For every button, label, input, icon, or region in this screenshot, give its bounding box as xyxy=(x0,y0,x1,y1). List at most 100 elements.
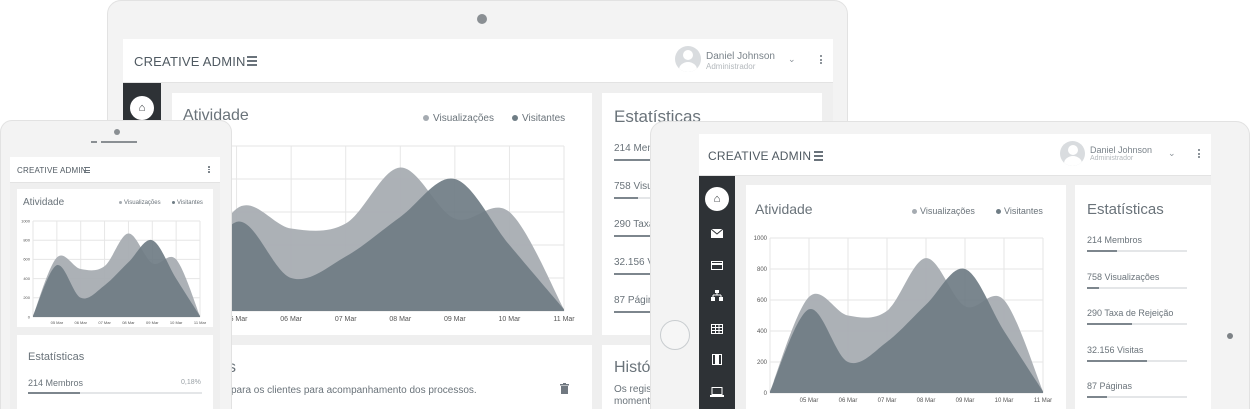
legend-views: Visualizações xyxy=(423,113,494,124)
phone-device: CREATIVE ADMIN Atividade Visualizações V… xyxy=(0,120,232,409)
legend-visitors-label: Visitantes xyxy=(1004,206,1043,216)
x-tick-label: 10 Mar xyxy=(499,316,521,323)
legend-visitors: Visitantes xyxy=(512,113,565,124)
mail-icon[interactable] xyxy=(710,225,724,238)
activity-card: Atividade Visualizações Visitantes 0 200 4… xyxy=(17,189,213,327)
top-bar: CREATIVE ADMIN Daniel Johnson Administra… xyxy=(699,134,1211,176)
legend-views: Visualizações xyxy=(119,200,161,206)
legend-views-dot xyxy=(119,200,122,204)
avatar[interactable] xyxy=(675,46,701,72)
y-tick-label: 400 xyxy=(23,276,30,281)
x-tick-label: 09 Mar xyxy=(146,320,159,325)
avatar[interactable] xyxy=(1060,141,1085,166)
user-role: Administrador xyxy=(1090,155,1134,162)
more-options-icon[interactable] xyxy=(208,166,211,174)
user-name: Daniel Johnson xyxy=(1090,145,1153,155)
stat-item-3-bar-fill xyxy=(1087,359,1147,362)
x-tick-label: 07 Mar xyxy=(98,320,111,325)
card-icon[interactable] xyxy=(711,257,723,270)
table-icon[interactable] xyxy=(711,321,723,334)
legend-views-label: Visualizações xyxy=(920,206,975,216)
stats-card: Estatísticas 214 Membros 0,18% xyxy=(17,335,213,409)
x-tick-label: 07 Mar xyxy=(335,316,357,323)
stat-item-0-bar xyxy=(28,392,202,394)
brand-logo: CREATIVE ADMIN xyxy=(708,149,812,163)
menu-toggle-icon[interactable] xyxy=(84,167,90,175)
stat-item-0-bar-fill xyxy=(614,159,674,161)
stat-item-4-label: 87 Págin xyxy=(614,295,654,306)
y-tick-label: 1000 xyxy=(754,236,768,242)
y-tick-label: 0 xyxy=(764,391,768,397)
stat-item-2-label: 290 Taxa xyxy=(614,219,655,230)
phone-screen: CREATIVE ADMIN Atividade Visualizações V… xyxy=(10,157,220,409)
legend-visitors: Visitantes xyxy=(172,200,203,206)
x-tick-label: 11 Mar xyxy=(553,316,575,323)
x-tick-label: 06 Mar xyxy=(839,398,858,404)
chevron-down-icon[interactable]: ⌄ xyxy=(1168,148,1176,158)
home-icon[interactable]: ⌂ xyxy=(705,187,729,211)
home-icon[interactable]: ⌂ xyxy=(130,96,154,120)
activity-title: Atividade xyxy=(23,197,65,208)
more-options-icon[interactable] xyxy=(820,55,823,66)
stat-item-0-label: 214 Memb xyxy=(614,143,662,154)
stat-item-2-bar-fill xyxy=(1087,323,1132,325)
x-tick-label: 06 Mar xyxy=(74,320,87,325)
y-tick-label: 200 xyxy=(757,360,768,366)
stat-item-4-label: 87 Páginas xyxy=(1087,381,1133,391)
y-tick-label: 600 xyxy=(23,257,30,262)
x-tick-label: 08 Mar xyxy=(917,398,936,404)
y-tick-label: 0 xyxy=(28,314,31,319)
more-options-icon[interactable] xyxy=(1198,149,1201,160)
legend-visitors-dot xyxy=(512,115,518,122)
x-tick-label: 10 Mar xyxy=(170,320,183,325)
x-tick-label: 08 Mar xyxy=(389,316,411,323)
stat-item-0-label: 214 Membros xyxy=(1087,235,1143,245)
y-tick-label: 600 xyxy=(757,298,768,304)
legend-visitors-dot xyxy=(996,209,1001,215)
series-area-visitors xyxy=(33,239,200,317)
top-bar: CREATIVE ADMIN Daniel Johnson Administra… xyxy=(123,39,833,83)
tasks-card: s para os clientes para acompanhamento d… xyxy=(172,345,592,409)
activity-card: Atividade Visualizações Visitantes 05 Ma… xyxy=(172,93,592,335)
y-tick-label: 200 xyxy=(23,295,30,300)
laptop-icon[interactable] xyxy=(710,384,724,397)
x-tick-label: 11 Mar xyxy=(1034,398,1052,404)
top-bar: CREATIVE ADMIN xyxy=(10,157,220,183)
legend-views-label: Visualizações xyxy=(124,200,161,206)
stat-item-1-label: 758 Visualizações xyxy=(1087,271,1160,282)
x-tick-label: 11 Mar xyxy=(194,320,207,325)
chevron-down-icon[interactable]: ⌄ xyxy=(788,54,796,64)
speaker-dot-icon xyxy=(91,141,97,143)
sidebar: ⌂ xyxy=(699,176,735,409)
camera-icon xyxy=(1227,333,1233,339)
activity-chart: 05 Mar 06 Mar 07 Mar 08 Mar 09 Mar 10 Mar 11 M… xyxy=(181,145,575,323)
stats-card: Estatísticas 214 Membros 758 Visualizaçõe… xyxy=(1075,185,1211,409)
stats-list: 214 Membros 758 Visualizações 290 Taxa de … xyxy=(1075,185,1211,409)
menu-toggle-icon[interactable] xyxy=(814,151,823,163)
stat-item-0-label: 214 Membros xyxy=(28,378,84,388)
y-tick-label: 800 xyxy=(23,238,30,243)
columns-icon[interactable] xyxy=(712,352,722,365)
stats-title: Estatísticas xyxy=(1087,201,1164,218)
home-button-icon[interactable] xyxy=(660,320,690,350)
user-role: Administrador xyxy=(706,62,756,71)
activity-title: Atividade xyxy=(183,107,249,124)
y-tick-label: 800 xyxy=(757,267,768,273)
sitemap-icon[interactable] xyxy=(711,288,723,301)
brand-logo: CREATIVE ADMIN xyxy=(17,166,87,175)
x-tick-label: 05 Mar xyxy=(51,320,64,325)
tasks-title: s xyxy=(228,359,236,376)
x-tick-label: 05 Mar xyxy=(226,316,248,323)
x-tick-label: 10 Mar xyxy=(995,398,1014,404)
legend-views-label: Visualizações xyxy=(433,113,494,124)
menu-toggle-icon[interactable] xyxy=(247,56,257,68)
trash-icon[interactable] xyxy=(560,381,569,394)
x-tick-label: 07 Mar xyxy=(878,398,897,404)
x-tick-label: 06 Mar xyxy=(280,316,302,323)
x-tick-label: 09 Mar xyxy=(444,316,466,323)
series-area-visitors xyxy=(770,268,1043,393)
stat-item-3-bar xyxy=(1087,359,1187,362)
legend-visitors-label: Visitantes xyxy=(177,200,203,206)
x-tick-label: 09 Mar xyxy=(956,398,975,404)
legend-visitors: Visitantes xyxy=(996,206,1043,216)
